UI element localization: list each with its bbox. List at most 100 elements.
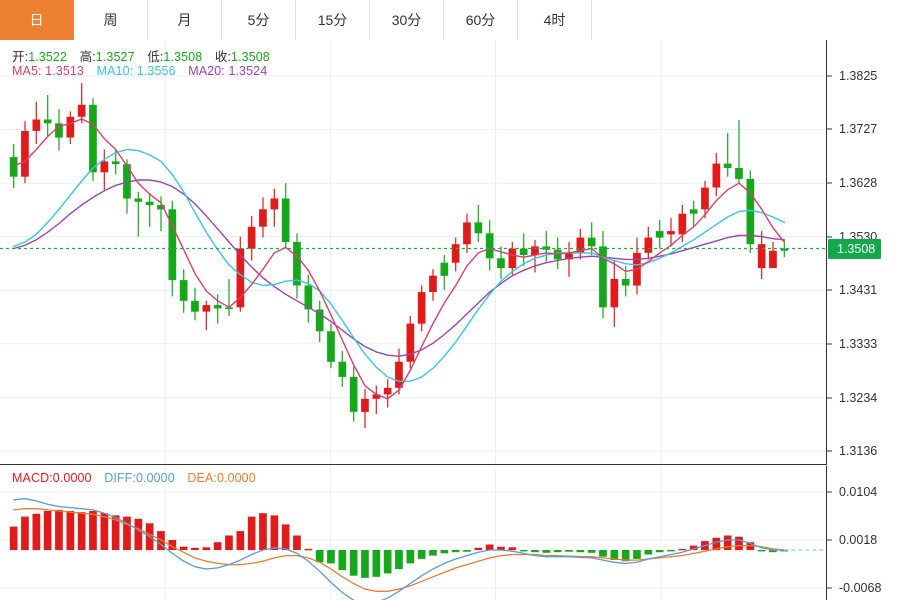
candle <box>247 226 256 249</box>
candle <box>134 198 143 202</box>
candle <box>621 279 630 286</box>
tab-30min[interactable]: 30分 <box>370 0 444 40</box>
macd-histogram-bar <box>451 550 460 553</box>
tab-5min[interactable]: 5分 <box>222 0 296 40</box>
macd-histogram-bar <box>395 550 403 569</box>
price-chart-pane[interactable] <box>0 40 826 465</box>
candle <box>655 231 664 238</box>
candle <box>202 305 211 312</box>
price-axis-tick <box>827 343 832 345</box>
macd-histogram-bar <box>735 536 743 551</box>
candlestick-plot <box>0 40 826 464</box>
macd-plot <box>0 466 826 600</box>
macd-histogram-bar <box>281 524 290 551</box>
macd-chart-pane[interactable] <box>0 466 826 600</box>
candle <box>191 300 199 312</box>
macd-histogram-bar <box>327 550 335 564</box>
macd-axis-tick <box>827 539 832 541</box>
candle <box>417 292 426 324</box>
macd-histogram-bar <box>191 547 199 550</box>
candle <box>429 275 437 292</box>
macd-histogram-bar <box>225 535 233 550</box>
candle <box>66 116 75 138</box>
macd-axis: 0.0104 0.0018 -0.0068 <box>826 466 908 600</box>
tabbar-filler <box>592 0 908 40</box>
candle <box>474 222 483 234</box>
candle <box>497 258 505 269</box>
candle <box>111 161 120 165</box>
macd-axis-label: 0.0018 <box>839 533 878 547</box>
price-axis-tick <box>827 236 832 238</box>
macd-histogram-bar <box>531 550 539 553</box>
macd-histogram-bar <box>610 550 619 560</box>
current-price-badge: 1.3508 <box>828 238 882 259</box>
candle <box>55 123 63 138</box>
tab-week[interactable]: 周 <box>74 0 148 40</box>
macd-axis-label: -0.0068 <box>839 581 882 595</box>
candle <box>712 163 721 188</box>
macd-histogram-bar <box>259 513 267 550</box>
macd-histogram-bar <box>780 550 789 552</box>
candle <box>304 285 313 310</box>
tab-day[interactable]: 日 <box>0 0 74 40</box>
candle <box>723 163 732 168</box>
macd-axis-tick <box>827 587 832 589</box>
macd-histogram-bar <box>769 550 777 553</box>
macd-axis-label: 0.0104 <box>839 485 878 499</box>
tab-month[interactable]: 月 <box>148 0 222 40</box>
price-axis-tick <box>827 289 832 291</box>
candle <box>349 377 358 412</box>
macd-histogram-bar <box>463 550 471 552</box>
candle <box>281 198 290 242</box>
candle <box>157 205 165 210</box>
candle <box>485 233 494 259</box>
price-axis-label: 1.3136 <box>839 444 878 458</box>
macd-histogram-bar <box>111 515 120 550</box>
candle <box>89 104 97 173</box>
candle <box>21 131 29 177</box>
candle <box>610 279 619 308</box>
candle <box>780 248 789 251</box>
candle <box>576 237 585 253</box>
candle <box>735 168 743 179</box>
candle <box>315 309 324 332</box>
candle <box>225 307 233 309</box>
macd-histogram-bar <box>587 550 596 553</box>
tab-15min[interactable]: 15分 <box>296 0 370 40</box>
macd-histogram-bar <box>304 548 313 551</box>
candle <box>440 262 449 276</box>
candle <box>508 248 517 269</box>
price-axis-tick <box>827 450 832 452</box>
candle <box>293 242 301 286</box>
macd-histogram-bar <box>644 550 653 555</box>
macd-histogram-bar <box>689 545 698 551</box>
candle <box>270 198 279 210</box>
candle <box>372 394 381 399</box>
macd-histogram-bar <box>123 516 131 551</box>
macd-histogram-bar <box>236 531 245 551</box>
candle <box>179 280 188 301</box>
price-axis-label: 1.3333 <box>839 336 878 351</box>
candle <box>519 248 528 255</box>
macd-histogram-bar <box>565 550 573 552</box>
macd-axis-tick <box>827 491 832 493</box>
tab-4hour[interactable]: 4时 <box>518 0 592 40</box>
macd-histogram-bar <box>372 550 381 577</box>
macd-histogram-bar <box>168 540 177 550</box>
candle <box>395 361 403 388</box>
macd-histogram-bar <box>315 550 324 563</box>
macd-histogram-bar <box>349 550 358 576</box>
candle <box>168 209 177 281</box>
tab-60min[interactable]: 60分 <box>444 0 518 40</box>
price-axis-label: 1.3234 <box>839 390 878 405</box>
macd-histogram-bar <box>66 511 75 551</box>
price-axis-tick <box>827 397 832 399</box>
macd-histogram-bar <box>9 526 18 550</box>
candle <box>769 250 777 269</box>
candle <box>145 201 154 205</box>
candle <box>678 213 687 235</box>
candle <box>451 244 460 263</box>
timeframe-tabbar: 日周月 5分 15分 30分 60分 4时 <box>0 0 908 40</box>
macd-histogram-bar <box>599 550 607 557</box>
